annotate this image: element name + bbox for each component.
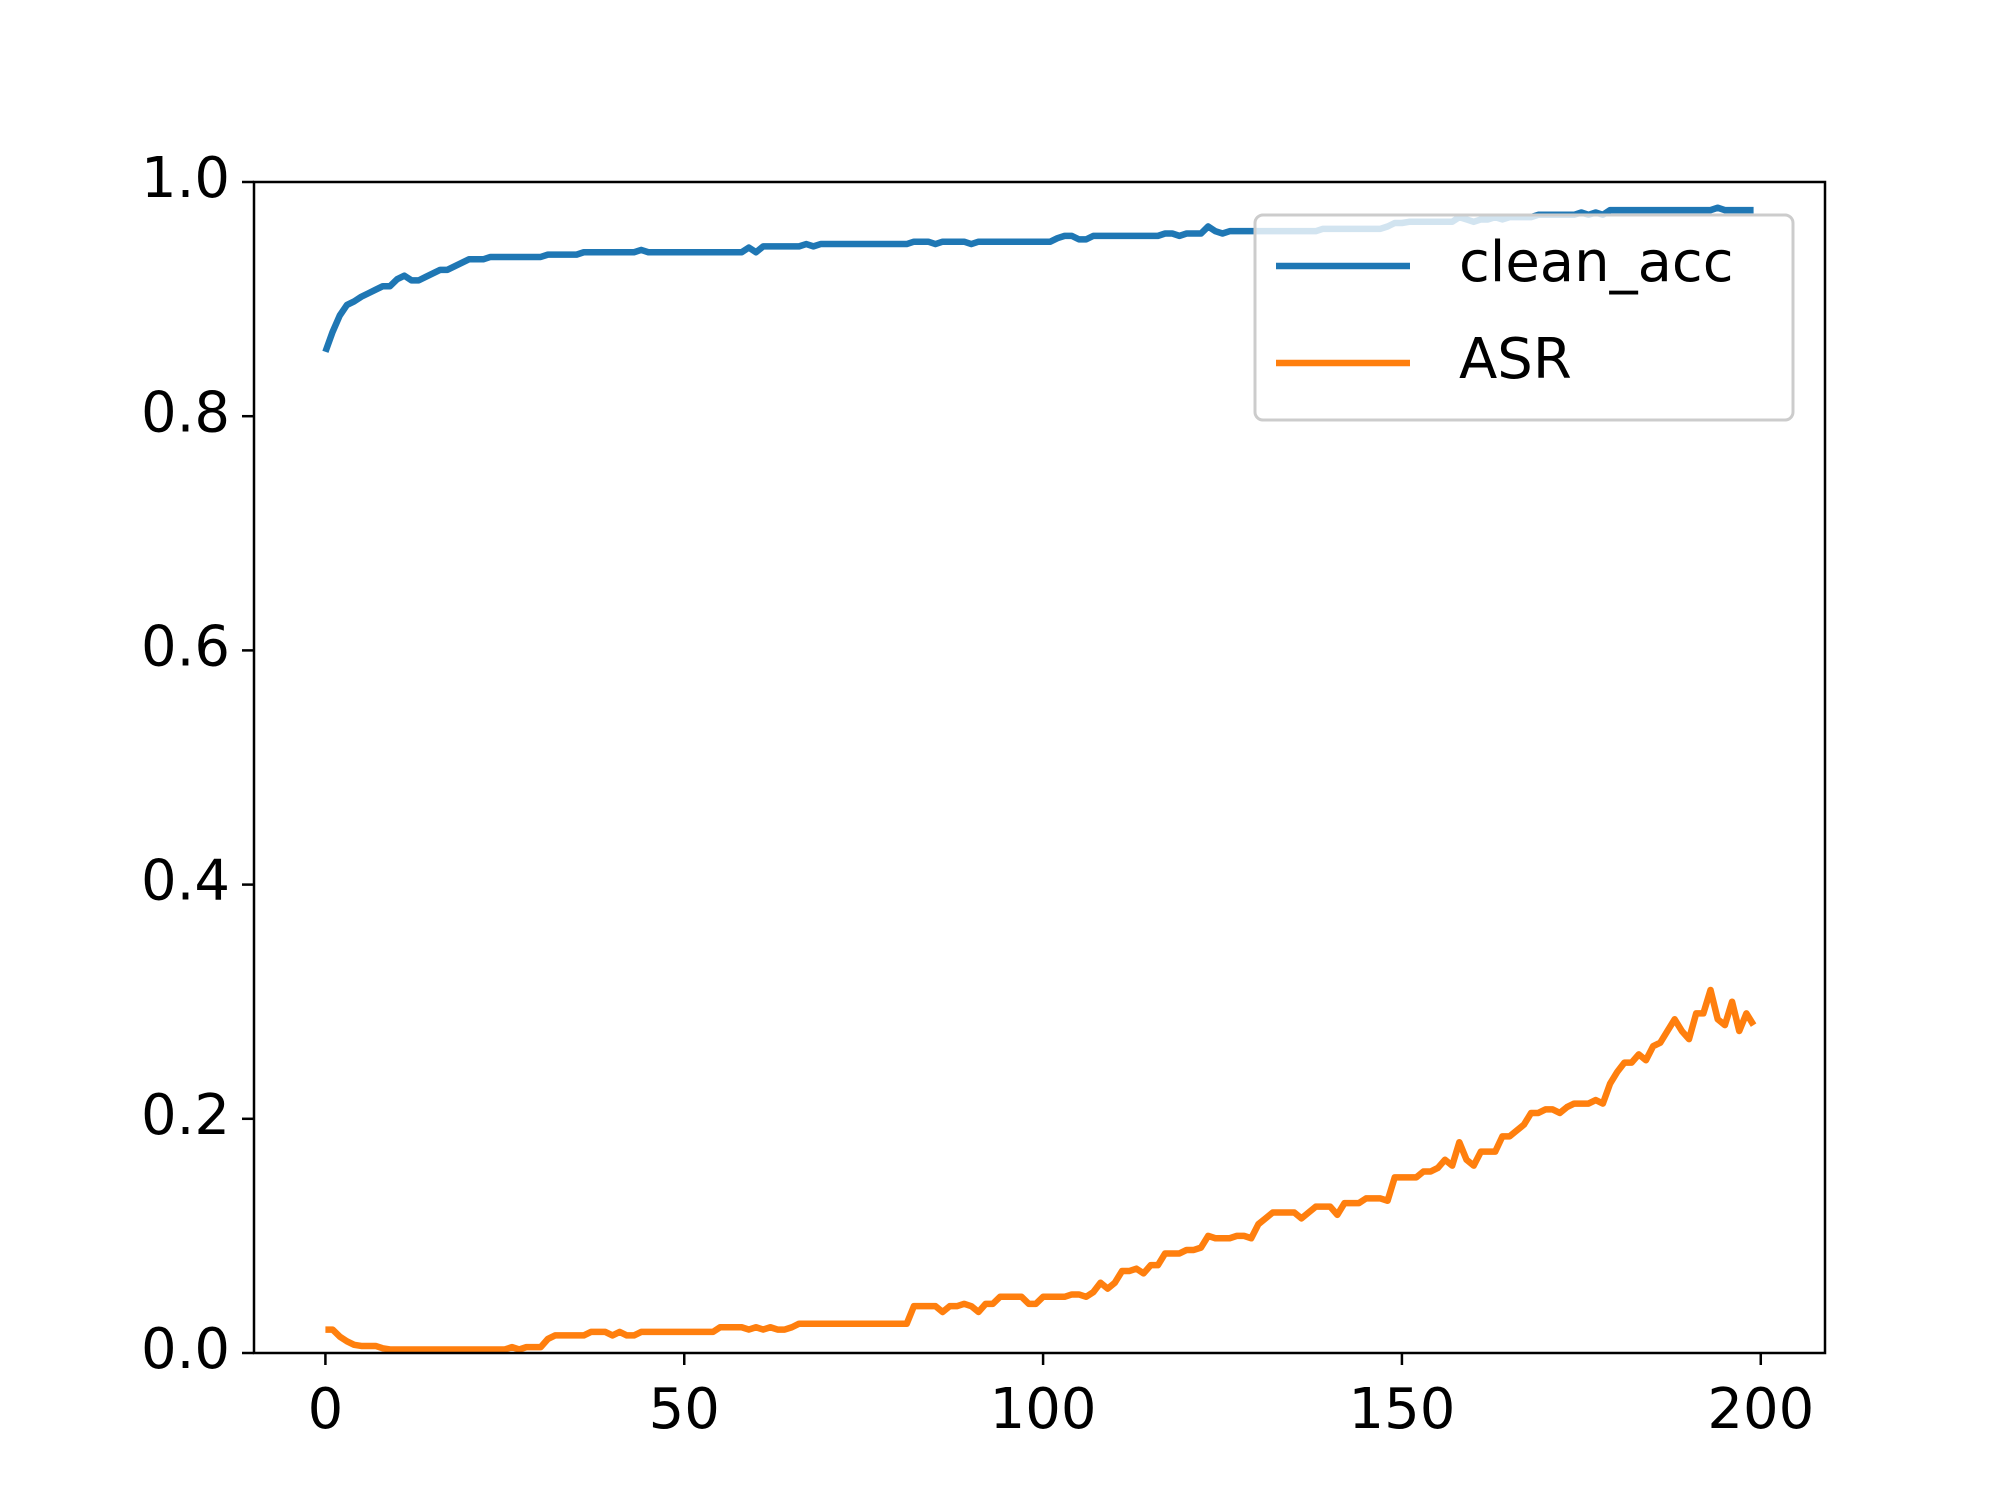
y-tick-label: 0.8 (141, 380, 230, 445)
x-tick-label: 50 (649, 1377, 720, 1442)
y-tick-label: 1.0 (141, 146, 230, 211)
legend-label: clean_acc (1459, 230, 1734, 295)
legend-label: ASR (1459, 327, 1572, 392)
y-tick-label: 0.4 (141, 849, 230, 914)
y-tick-label: 0.0 (141, 1317, 230, 1382)
y-tick-label: 0.6 (141, 615, 230, 680)
y-tick-label: 0.2 (141, 1083, 230, 1148)
line-series (325, 986, 1757, 1353)
x-tick-label: 200 (1707, 1377, 1814, 1442)
plot-frame (252, 180, 1827, 1355)
x-tick-label: 0 (308, 1377, 344, 1442)
x-tick-label: 150 (1348, 1377, 1455, 1442)
x-tick-label: 100 (990, 1377, 1097, 1442)
